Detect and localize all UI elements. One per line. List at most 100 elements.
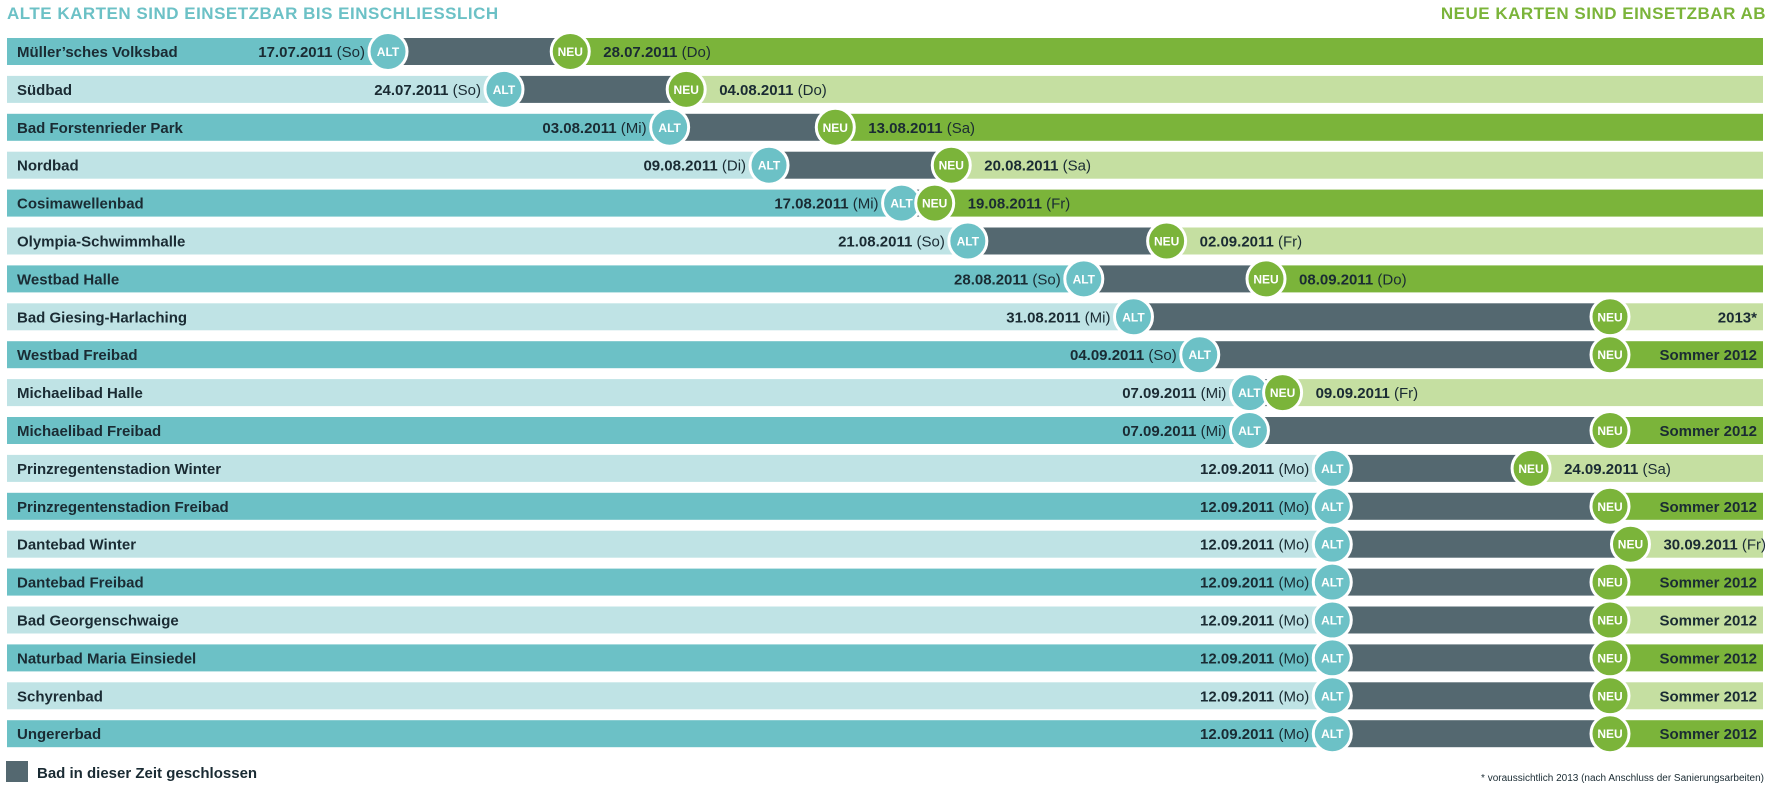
new-card-bar bbox=[1282, 379, 1763, 407]
old-card-badge-label: ALT bbox=[1321, 651, 1344, 665]
old-card-bar bbox=[7, 75, 504, 103]
old-card-bar bbox=[7, 417, 1250, 444]
footnote: * voraussichtlich 2013 (nach Anschluss d… bbox=[1481, 773, 1764, 784]
old-card-badge bbox=[748, 144, 790, 186]
pool-name: Michaelibad Freibad bbox=[17, 423, 161, 440]
pool-name: Ungererbad bbox=[17, 726, 101, 743]
pool-name: Dantebad Freibad bbox=[17, 575, 144, 592]
chart-row: Dantebad Freibad 12.09.2011 (Mo) Sommer 20… bbox=[7, 561, 1763, 603]
new-card-badge bbox=[914, 182, 956, 224]
pool-name: Cosimawellenbad bbox=[17, 196, 144, 213]
closed-period-bar bbox=[503, 75, 687, 103]
pool-name: Bad Georgenschwaige bbox=[17, 613, 179, 630]
chart-row: Prinzregentenstadion Winter 12.09.2011 (M… bbox=[7, 447, 1763, 489]
new-card-bar bbox=[570, 38, 1763, 65]
old-card-badge bbox=[1179, 334, 1221, 376]
chart-row: Olympia-Schwimmhalle 21.08.2011 (So) 02.09… bbox=[7, 220, 1763, 262]
new-card-bar bbox=[1266, 265, 1763, 293]
chart-row: Westbad Halle 28.08.2011 (So) 08.09.2011 (… bbox=[7, 258, 1763, 300]
pool-name: Michaelibad Halle bbox=[17, 385, 143, 402]
closed-period-bar bbox=[669, 113, 836, 141]
chart-row: Bad Georgenschwaige 12.09.2011 (Mo) Sommer… bbox=[7, 599, 1763, 641]
pool-name: Westbad Halle bbox=[17, 271, 119, 288]
old-card-date: 24.07.2011 (So) bbox=[374, 82, 481, 99]
pool-name: Südbad bbox=[17, 82, 72, 99]
new-card-badge-label: NEU bbox=[1597, 310, 1622, 324]
old-card-badge-label: ALT bbox=[1238, 424, 1261, 438]
new-card-date: 20.08.2011 (Sa) bbox=[984, 158, 1091, 175]
old-card-badge bbox=[367, 31, 409, 72]
old-card-date: 12.09.2011 (Mo) bbox=[1200, 688, 1309, 705]
new-card-badge-label: NEU bbox=[823, 121, 848, 135]
old-card-badge-label: ALT bbox=[758, 159, 781, 173]
chart-row: Naturbad Maria Einsiedel 12.09.2011 (Mo) S… bbox=[7, 637, 1763, 679]
old-card-bar bbox=[7, 644, 1333, 672]
new-card-badge bbox=[1245, 258, 1287, 300]
old-card-date: 03.08.2011 (Mi) bbox=[542, 120, 646, 137]
old-card-bar bbox=[7, 113, 670, 141]
chart-row: Cosimawellenbad 17.08.2011 (Mi) 19.08.2011… bbox=[7, 182, 1763, 224]
old-card-date: 31.08.2011 (Mi) bbox=[1006, 309, 1110, 326]
old-card-badge bbox=[1228, 410, 1270, 451]
old-card-badge-label: ALT bbox=[493, 83, 516, 97]
closed-period-bar bbox=[1199, 341, 1610, 369]
pool-name: Westbad Freibad bbox=[17, 347, 138, 364]
closed-period-bar bbox=[967, 227, 1167, 255]
pool-name: Schyrenbad bbox=[17, 688, 103, 705]
new-card-date: 08.09.2011 (Do) bbox=[1299, 271, 1407, 288]
new-card-badge bbox=[1589, 334, 1631, 376]
new-card-badge bbox=[930, 144, 972, 186]
new-card-bar bbox=[1630, 530, 1763, 558]
new-card-badge-label: NEU bbox=[558, 45, 583, 59]
new-card-bar bbox=[1610, 606, 1763, 634]
old-card-date: 12.09.2011 (Mo) bbox=[1200, 461, 1309, 478]
old-card-date: 12.09.2011 (Mo) bbox=[1200, 575, 1309, 592]
closed-period-bar bbox=[1332, 492, 1610, 520]
new-card-bar bbox=[1531, 454, 1763, 482]
pool-name: Bad Forstenrieder Park bbox=[17, 120, 184, 137]
old-card-badge-label: ALT bbox=[1321, 576, 1344, 590]
old-card-date: 07.09.2011 (Mi) bbox=[1122, 385, 1226, 402]
old-card-date: 12.09.2011 (Mo) bbox=[1200, 499, 1309, 516]
new-card-date: Sommer 2012 bbox=[1659, 688, 1757, 705]
old-card-date: 04.09.2011 (So) bbox=[1070, 347, 1177, 364]
new-card-badge-label: NEU bbox=[1253, 272, 1278, 286]
old-card-bar bbox=[7, 720, 1333, 748]
new-card-badge bbox=[1589, 713, 1631, 755]
old-card-badge-label: ALT bbox=[1321, 689, 1344, 703]
new-card-date: 24.09.2011 (Sa) bbox=[1564, 461, 1671, 478]
new-card-date: 13.08.2011 (Sa) bbox=[868, 120, 975, 137]
old-card-badge-label: ALT bbox=[1122, 310, 1145, 324]
new-card-bar bbox=[1610, 568, 1763, 596]
old-card-bar bbox=[7, 189, 902, 217]
new-card-badge bbox=[814, 106, 856, 148]
new-card-date: Sommer 2012 bbox=[1659, 423, 1757, 440]
old-card-date: 12.09.2011 (Mo) bbox=[1200, 726, 1309, 743]
new-card-date: 09.09.2011 (Fr) bbox=[1316, 385, 1419, 402]
old-card-badge-label: ALT bbox=[377, 45, 400, 59]
new-card-bar bbox=[1610, 492, 1763, 520]
pool-name: Olympia-Schwimmhalle bbox=[17, 234, 185, 251]
old-card-badge-label: ALT bbox=[1238, 386, 1261, 400]
chart-row: Nordbad 09.08.2011 (Di) 20.08.2011 (Sa) ALT… bbox=[7, 144, 1763, 186]
closed-period-bar bbox=[1332, 682, 1610, 710]
new-card-badge bbox=[665, 68, 707, 110]
new-card-badge-label: NEU bbox=[1618, 538, 1643, 552]
new-card-badge bbox=[549, 31, 591, 72]
new-card-badge-label: NEU bbox=[939, 159, 964, 173]
new-card-date: Sommer 2012 bbox=[1659, 347, 1757, 364]
old-card-bar bbox=[7, 492, 1333, 520]
old-card-badge-label: ALT bbox=[1073, 272, 1096, 286]
legend-closed-swatch bbox=[6, 761, 28, 782]
new-card-badge-label: NEU bbox=[1597, 651, 1622, 665]
new-card-badge-label: NEU bbox=[1154, 235, 1179, 249]
old-card-bar bbox=[7, 379, 1250, 407]
new-card-badge-label: NEU bbox=[1597, 689, 1622, 703]
old-card-badge bbox=[483, 68, 525, 110]
new-card-bar bbox=[1610, 417, 1763, 444]
new-card-badge bbox=[1262, 372, 1304, 414]
new-card-bar bbox=[1610, 303, 1763, 331]
pool-name: Bad Giesing-Harlaching bbox=[17, 309, 187, 326]
chart-row: Michaelibad Freibad 07.09.2011 (Mi) Sommer… bbox=[7, 410, 1763, 451]
new-card-bar bbox=[1610, 682, 1763, 710]
